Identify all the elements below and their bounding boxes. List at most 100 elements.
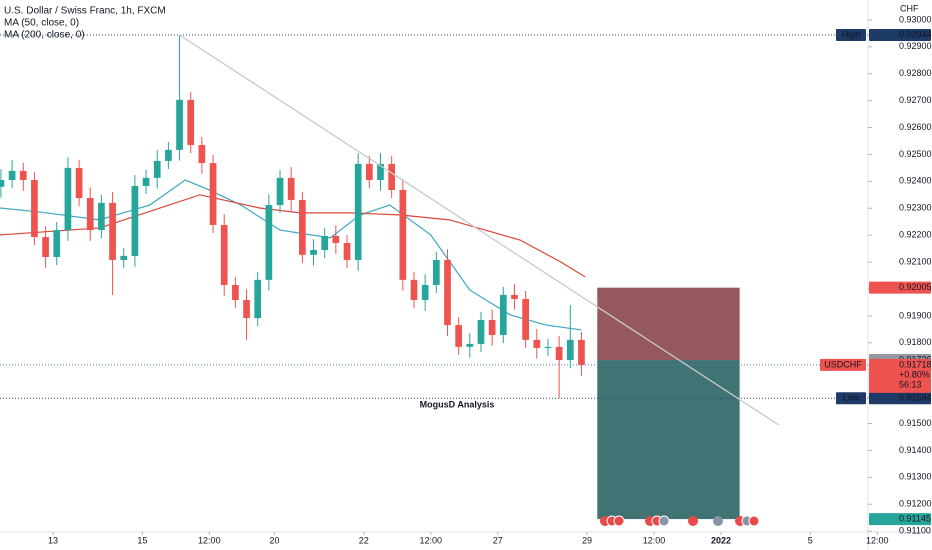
- high-tag-label: High: [842, 29, 861, 39]
- candle-body: [354, 163, 362, 260]
- candle-body: [432, 259, 440, 285]
- high-tag: [836, 28, 866, 41]
- candle-body: [142, 177, 150, 186]
- candle-body: [544, 346, 552, 348]
- candle-body: [488, 319, 496, 336]
- candle-body: [42, 237, 49, 257]
- stop-box: [869, 281, 931, 294]
- candle-body: [31, 180, 38, 238]
- candle-body: [499, 294, 507, 336]
- y-tick-label: 0.91800: [899, 337, 932, 347]
- target-zone: [597, 360, 740, 520]
- y-tick-label: 0.92200: [899, 230, 932, 240]
- chart-title: U.S. Dollar / Swiss Franc, 1h, FXCM: [4, 6, 166, 17]
- candle-body: [265, 205, 273, 280]
- candle-body: [377, 163, 384, 181]
- candle-body: [165, 149, 172, 161]
- candle-body: [254, 279, 262, 319]
- x-tick-label: 22: [359, 535, 369, 545]
- candle-body: [64, 167, 72, 231]
- y-tick-label: 0.93000: [899, 14, 932, 24]
- currency: CHF: [900, 3, 919, 13]
- target-box: [869, 513, 931, 526]
- y-tick-label: 0.91900: [899, 310, 932, 320]
- stop-zone: [597, 287, 740, 361]
- y-tick-label: 0.92100: [899, 256, 932, 266]
- candle-body: [220, 224, 228, 285]
- candle-body: [243, 300, 250, 319]
- candle-body: [566, 339, 574, 361]
- candle-body: [98, 202, 105, 231]
- x-tick-label: 29: [582, 535, 592, 545]
- countdown: 56:13: [899, 379, 922, 389]
- target-label: 0.91145: [899, 513, 931, 523]
- candle-body: [109, 202, 116, 260]
- candle-body: [388, 163, 396, 190]
- candle-body: [399, 189, 407, 280]
- candle-body: [332, 235, 340, 243]
- candle-body: [176, 99, 183, 150]
- last-box: [869, 358, 931, 393]
- candle-body: [0, 180, 5, 187]
- low-box: [869, 392, 931, 405]
- x-tick-label: 12:00: [419, 535, 442, 545]
- y-tick-label: 0.92400: [899, 176, 932, 186]
- candle-body: [299, 199, 306, 255]
- candle-body: [187, 99, 195, 146]
- candle-body: [466, 343, 474, 347]
- legend-entry: MA (200, close, 0): [4, 30, 85, 41]
- candle-body: [209, 163, 217, 225]
- candle-body: [343, 242, 351, 260]
- y-tick-label: 0.92900: [899, 41, 932, 51]
- candle-body: [444, 259, 451, 326]
- candle-body: [410, 279, 418, 301]
- candle-body: [232, 284, 239, 301]
- x-tick-label: 15: [137, 535, 147, 545]
- last-price: 0.91718: [899, 359, 932, 369]
- ma-line: [0, 194, 586, 278]
- x-tick-label: 20: [269, 535, 279, 545]
- candle-body: [120, 255, 128, 260]
- symbol-tag: [820, 358, 866, 371]
- y-tick-label: 0.92500: [899, 149, 932, 159]
- annotation: MogusD Analysis: [420, 400, 495, 410]
- candle-body: [477, 319, 485, 344]
- y-tick-label: 0.92600: [899, 122, 932, 132]
- candle-body: [321, 235, 329, 250]
- candle-body: [53, 230, 61, 257]
- x-tick-label: 5: [808, 535, 813, 545]
- candle-body: [555, 346, 563, 361]
- x-tick-label: 2022: [711, 535, 731, 545]
- y-tick-label: 0.91400: [899, 445, 932, 455]
- candle-body: [455, 325, 463, 347]
- candle-body: [522, 298, 529, 340]
- last-change: +0.80%: [899, 369, 930, 379]
- low-label: 0.91594: [899, 393, 932, 403]
- stop-label: 0.92005: [899, 282, 932, 292]
- high-label: 0.92944: [899, 29, 932, 39]
- candle-body: [578, 339, 585, 365]
- candle-body: [153, 160, 161, 178]
- x-tick-label: 12:00: [866, 535, 889, 545]
- trendline: [179, 34, 780, 426]
- low-tag: [836, 392, 866, 405]
- candle-body: [421, 284, 429, 301]
- x-tick-label: 27: [493, 535, 503, 545]
- y-tick-label: 0.92700: [899, 95, 932, 105]
- candle-body: [75, 167, 83, 199]
- candle-body: [8, 170, 16, 181]
- legend-entry: MA (50, close, 0): [4, 18, 79, 29]
- event-icons: [600, 515, 760, 527]
- y-tick-label: 0.92300: [899, 203, 932, 213]
- candle-body: [533, 339, 541, 348]
- symbol-tag-label: USDCHF: [824, 359, 862, 369]
- candle-body: [276, 177, 284, 206]
- low-tag-label: Low: [843, 393, 860, 403]
- candle-body: [198, 145, 206, 164]
- y-tick-label: 0.92800: [899, 68, 932, 78]
- candle-body: [86, 198, 94, 231]
- y-tick-label: 0.91100: [899, 526, 931, 536]
- y-tick-label: 0.91500: [899, 418, 932, 428]
- candle-body: [365, 163, 373, 181]
